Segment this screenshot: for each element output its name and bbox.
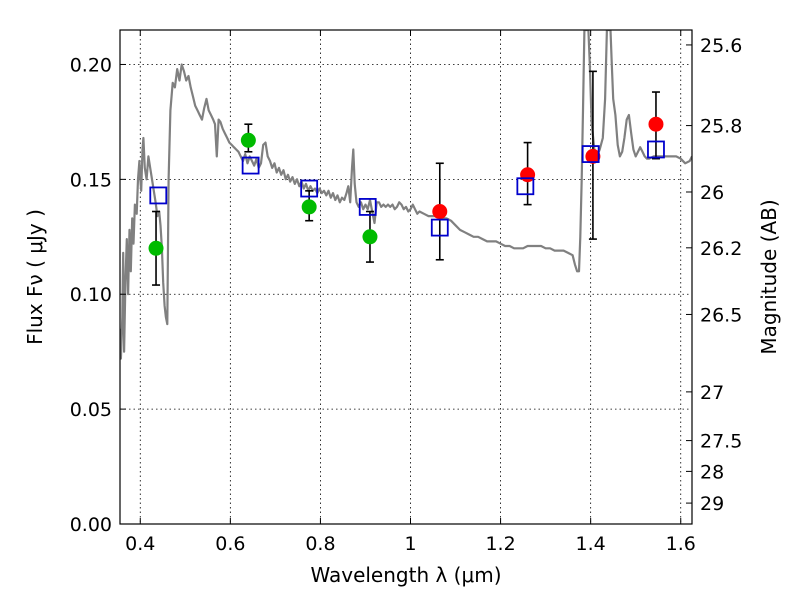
x-tick-label: 0.4 <box>125 533 155 555</box>
green-data-point <box>148 240 164 256</box>
y-tick-label: 0.20 <box>70 54 112 76</box>
y2-tick-label: 25.8 <box>700 116 742 138</box>
x-axis-label: Wavelength λ (μm) <box>310 563 501 587</box>
red-data-point <box>648 116 664 132</box>
y2-tick-label: 26.5 <box>700 304 742 326</box>
model-spectrum-line <box>120 30 692 360</box>
x-tick-label: 0.8 <box>305 533 335 555</box>
y-tick-label: 0.00 <box>70 514 112 536</box>
x-tick-label: 1.6 <box>666 533 696 555</box>
model-box-marker <box>516 177 535 196</box>
green-data-point <box>240 132 256 148</box>
y-tick-label: 0.05 <box>70 399 112 421</box>
x-tick-label: 0.6 <box>215 533 245 555</box>
green-data-point <box>362 229 378 245</box>
plot-area <box>120 30 692 360</box>
y-tick-label: 0.15 <box>70 169 112 191</box>
model-box-marker <box>241 156 260 175</box>
x-tick-label: 1.2 <box>485 533 515 555</box>
y2-tick-label: 28 <box>700 461 724 483</box>
x-tick-label: 1 <box>404 533 416 555</box>
y2-tick-label: 25.6 <box>700 35 742 57</box>
y2-tick-label: 27 <box>700 382 724 404</box>
model-box-marker <box>300 179 319 198</box>
model-box-marker <box>430 218 449 237</box>
red-data-point <box>432 204 448 220</box>
green-data-point <box>301 199 317 215</box>
model-box-marker <box>581 145 600 163</box>
y2-tick-label: 29 <box>700 493 724 515</box>
model-box-marker <box>647 140 665 159</box>
y2-tick-label: 26 <box>700 182 724 204</box>
y2-axis-label: Magnitude (AB) <box>757 199 781 354</box>
model-box-marker <box>358 198 377 216</box>
y-axis-label: Flux Fν ( μJy ) <box>23 209 47 345</box>
x-tick-label: 1.4 <box>576 533 606 555</box>
red-data-point <box>585 148 601 164</box>
model-box-marker <box>149 186 168 205</box>
axes: 0.4 0.6 0.8 1 1.2 1.4 1.6 0.00 0.05 0.10 0.15 0.20 2… <box>70 30 742 555</box>
y2-tick-label: 26.2 <box>700 238 742 260</box>
y2-tick-label: 27.5 <box>700 431 742 453</box>
y-tick-label: 0.10 <box>70 284 112 306</box>
plot-frame <box>119 29 693 525</box>
